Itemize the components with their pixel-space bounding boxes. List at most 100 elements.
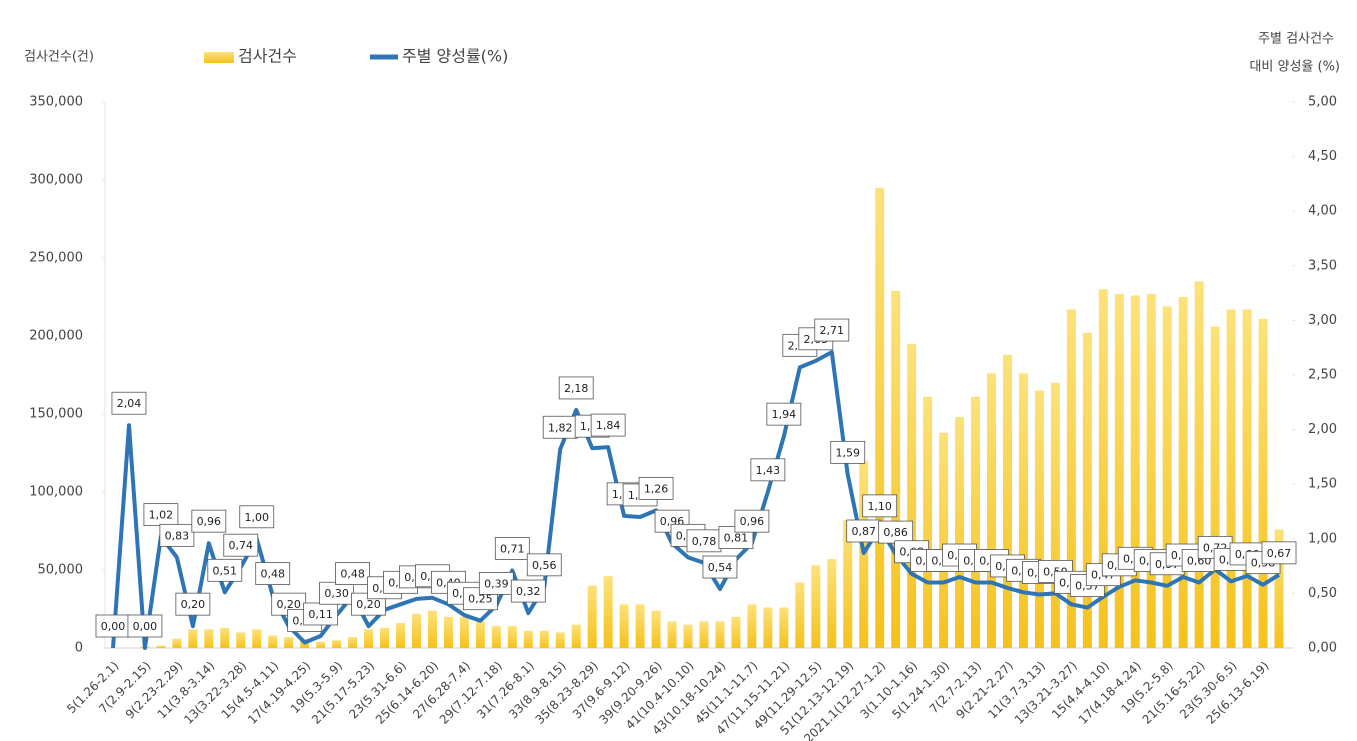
bar [204,629,214,648]
bar [523,630,533,648]
bar [763,607,773,648]
bar [1210,326,1220,648]
data-label-text: 0,00 [133,620,158,633]
bar [1194,281,1204,648]
bar [1066,309,1076,648]
bar [220,627,230,648]
bar [236,632,246,648]
y2-tick-label: 3,00 [1308,313,1337,328]
bar [1162,306,1172,648]
data-label-box [159,523,195,547]
data-label-box [638,477,674,500]
data-label: 0,51 [207,558,243,582]
bar [1130,295,1140,648]
data-label-text: 1,84 [596,419,621,432]
data-label-box [814,318,850,342]
y-tick-label: 0 [75,641,83,656]
bar [987,373,996,648]
data-label: 1,84 [590,413,626,437]
bar [747,604,757,648]
bar [364,629,374,648]
data-label-text: 2,04 [117,397,142,410]
legend-label: 검사건수 [238,47,297,66]
bar [731,616,741,648]
data-label-text: 0,20 [276,598,301,611]
data-label-text: 0,86 [883,526,908,539]
y2-axis-title: 주별 검사건수 [1258,32,1334,47]
data-label-text: 2,71 [820,324,845,337]
y2-tick-label: 1,00 [1308,531,1337,546]
data-label-text: 0,11 [308,608,333,621]
bar [907,343,917,648]
bar [1178,297,1188,648]
data-label-box [590,413,626,437]
data-label: 0,71 [494,537,530,560]
data-label: 0,39 [478,572,514,595]
y2-axis-title: 대비 양성율 (%) [1249,60,1340,75]
data-label-text: 1,26 [644,482,669,495]
data-label-box [127,614,163,638]
bar [1242,309,1252,648]
bar [396,623,405,648]
y-tick-label: 200,000 [29,329,83,344]
bar [635,604,645,648]
data-label-box [1261,541,1297,565]
data-label-text: 0,00 [101,620,126,633]
data-label: 0,83 [159,523,195,547]
data-label: 0,54 [702,555,738,579]
data-label-text: 0,51 [213,564,238,577]
data-label: 1,59 [830,440,866,464]
y2-tick-label: 0,50 [1308,586,1337,601]
data-label-box [239,505,275,529]
data-label: 1,00 [239,505,275,529]
bar [348,637,358,648]
bar [971,396,981,648]
data-label: 0,30 [319,581,355,605]
y-tick-label: 250,000 [29,251,83,266]
data-label: 1,82 [542,415,578,439]
data-label-text: 0,25 [468,593,493,606]
data-label-box [494,537,530,560]
data-label-text: 0,48 [260,568,285,581]
data-label-text: 1,94 [772,408,797,421]
data-label-text: 0,87 [851,525,876,538]
bar [827,559,837,648]
y2-tick-label: 4,00 [1308,204,1337,219]
data-label-text: 0,96 [740,515,765,528]
legend-swatch [204,52,234,63]
bar [459,616,469,648]
y-tick-label: 350,000 [29,95,83,110]
data-label: 0,86 [878,520,914,544]
y2-tick-label: 1,50 [1308,477,1337,492]
data-label-text: 0,20 [181,598,206,611]
y-tick-label: 150,000 [29,407,83,422]
data-label: 0,78 [686,529,722,553]
data-label: 0,56 [526,553,562,577]
data-label-text: 0,48 [340,568,365,581]
data-label-text: 0,78 [692,535,717,548]
data-label: 2,04 [111,391,147,415]
bar [795,582,805,648]
data-label: 0,32 [510,579,546,603]
data-label-text: 0,81 [724,532,749,545]
bar [875,187,885,649]
data-label-text: 1,43 [756,464,781,477]
data-label: 0,11 [303,602,339,626]
data-label: 1,26 [638,477,674,500]
bar [619,604,629,648]
y2-tick-label: 0,00 [1308,641,1337,656]
y2-tick-label: 5,00 [1308,95,1337,110]
bar [380,627,390,648]
bar [779,607,789,648]
bar [316,641,326,648]
data-label-box [223,533,259,557]
data-label-box [255,562,291,585]
bar [699,621,709,648]
data-label-text: 0,56 [532,559,557,572]
bar [507,626,517,648]
bar [427,610,437,648]
bar [683,624,693,648]
data-label-box [335,562,370,585]
data-label-text: 1,82 [548,421,573,434]
data-label-box [830,440,866,464]
